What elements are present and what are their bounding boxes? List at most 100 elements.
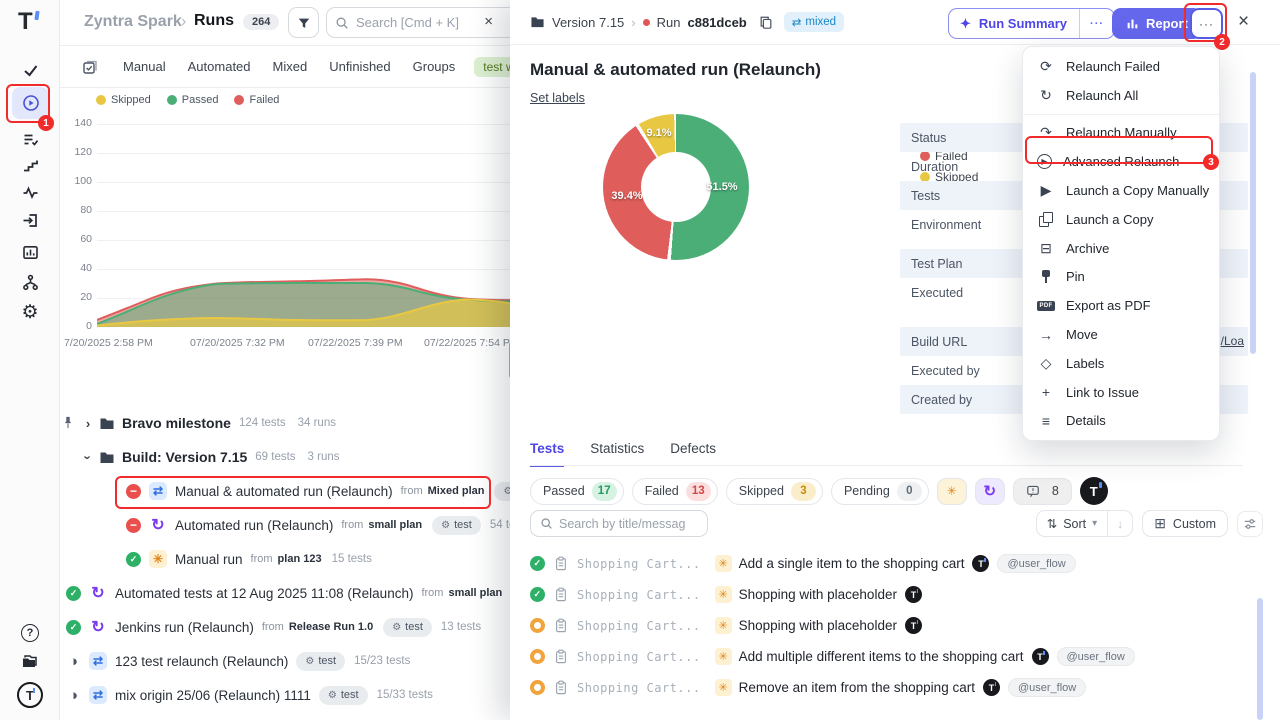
run-tab[interactable]: Defects: [670, 441, 717, 456]
automated-filter-chip[interactable]: ↻: [974, 477, 1005, 505]
sidebar-item-results[interactable]: [0, 131, 60, 148]
sort-button[interactable]: ⇅ Sort ▾ ↓: [1035, 510, 1134, 537]
runs-tab[interactable]: Unfinished: [329, 59, 391, 74]
status-filter-chip[interactable]: Passed 17: [530, 477, 624, 505]
plan-name[interactable]: small plan: [368, 519, 423, 531]
menu-item[interactable]: ▶ Launch a Copy Manually: [1023, 176, 1219, 205]
test-title[interactable]: Add a single item to the shopping cart: [738, 556, 965, 571]
menu-item[interactable]: Launch a Copy: [1023, 205, 1219, 234]
tree-row[interactable]: Jenkins run (Relaunch) from Release Run …: [60, 610, 515, 644]
breadcrumb-project[interactable]: Zyntra Spark: [84, 13, 182, 30]
plan-name[interactable]: small plan: [448, 587, 503, 599]
select-all-icon[interactable]: [82, 59, 98, 75]
search-clear-icon[interactable]: ×: [484, 13, 493, 30]
tests-search[interactable]: [530, 510, 708, 537]
test-title[interactable]: Shopping with placeholder: [738, 618, 897, 633]
menu-item[interactable]: ◇ Labels: [1023, 349, 1219, 378]
sidebar-item-projects[interactable]: [0, 652, 60, 670]
run-summary-more-button[interactable]: ···: [1079, 9, 1114, 38]
report-button[interactable]: Report: [1112, 8, 1202, 39]
sidebar-item-steps[interactable]: [0, 157, 60, 174]
menu-item[interactable]: ⟳ Relaunch Failed: [1023, 52, 1219, 81]
test-suite-name[interactable]: Shopping Cart...: [577, 587, 701, 602]
filter-button[interactable]: [288, 7, 319, 38]
menu-item[interactable]: ≡ Details: [1023, 407, 1219, 436]
global-search-input[interactable]: [356, 15, 515, 30]
test-suite-name[interactable]: Shopping Cart...: [577, 649, 701, 664]
run-tab[interactable]: Statistics: [590, 441, 645, 456]
test-suite-name[interactable]: Shopping Cart...: [577, 680, 701, 695]
chevron-icon[interactable]: ›: [85, 415, 91, 431]
tree-row-title[interactable]: Automated tests at 12 Aug 2025 11:08 (Re…: [115, 585, 414, 601]
set-labels-link[interactable]: Set labels: [530, 91, 585, 105]
app-logo[interactable]: T: [18, 8, 40, 36]
sidebar-item-pulse[interactable]: [0, 184, 60, 201]
plan-name[interactable]: Release Run 1.0: [288, 621, 374, 633]
sort-direction-button[interactable]: ↓: [1107, 511, 1132, 536]
tree-row-title[interactable]: 123 test relaunch (Relaunch): [115, 653, 289, 669]
test-label-chip[interactable]: @user_flow: [1056, 647, 1135, 666]
tree-row-title[interactable]: Build: Version 7.15: [122, 449, 248, 465]
menu-item[interactable]: ▶ Advanced Relaunch: [1023, 147, 1219, 176]
detail-scrollbar[interactable]: [1250, 72, 1256, 354]
test-label-chip[interactable]: @user_flow: [997, 554, 1076, 573]
menu-item[interactable]: → Move: [1023, 320, 1219, 349]
sidebar-item-branches[interactable]: [0, 274, 60, 291]
view-settings-button[interactable]: [1237, 510, 1263, 537]
test-row[interactable]: Shopping Cart... ✳ Shopping with placeho…: [530, 579, 1263, 610]
sidebar-item-todos[interactable]: [0, 62, 60, 79]
runs-tab[interactable]: Mixed: [272, 59, 308, 74]
tree-row[interactable]: mix origin 25/06 (Relaunch) 1111 ⚙test 1…: [60, 678, 515, 712]
run-tab[interactable]: Tests: [530, 441, 565, 467]
test-row[interactable]: Shopping Cart... ✳ Remove an item from t…: [530, 672, 1263, 703]
chevron-icon[interactable]: ›: [80, 454, 96, 460]
tree-row[interactable]: 123 test relaunch (Relaunch) ⚙test 15/23…: [60, 644, 515, 678]
sidebar-item-import[interactable]: [0, 212, 60, 229]
custom-columns-button[interactable]: ⊞ Custom: [1142, 510, 1228, 537]
run-summary-button[interactable]: ✦ Run Summary ···: [948, 8, 1116, 39]
tree-row-title[interactable]: Jenkins run (Relaunch): [115, 619, 254, 635]
more-actions-button[interactable]: ···: [1190, 8, 1223, 39]
sidebar-item-help[interactable]: ?: [0, 624, 60, 642]
menu-item[interactable]: ↻ Relaunch All: [1023, 81, 1219, 110]
plan-name[interactable]: plan 123: [277, 553, 322, 565]
runs-tab[interactable]: Manual: [123, 59, 166, 74]
runs-tab[interactable]: Groups: [412, 59, 456, 74]
menu-item[interactable]: ⊟ Archive: [1023, 234, 1219, 263]
test-row[interactable]: Shopping Cart... ✳ Add a single item to …: [530, 548, 1263, 579]
tree-row[interactable]: Automated tests at 12 Aug 2025 11:08 (Re…: [60, 576, 515, 610]
tree-row[interactable]: Automated run (Relaunch) from small plan…: [60, 508, 515, 542]
menu-item[interactable]: PDF Export as PDF: [1023, 291, 1219, 320]
sidebar-item-analytics[interactable]: [0, 244, 60, 261]
tree-row-title[interactable]: mix origin 25/06 (Relaunch) 1111: [115, 687, 311, 703]
test-tag-chip[interactable]: ⚙test: [318, 685, 368, 705]
manual-filter-chip[interactable]: ✳: [936, 477, 967, 505]
test-row[interactable]: Shopping Cart... ✳ Shopping with placeho…: [530, 610, 1263, 641]
status-filter-chip[interactable]: Skipped 3: [725, 477, 823, 505]
comments-filter-chip[interactable]: 8: [1012, 477, 1072, 505]
copy-icon[interactable]: [759, 15, 773, 30]
global-search[interactable]: [326, 7, 515, 38]
test-tag-chip[interactable]: ⚙test: [432, 515, 481, 535]
test-tag-chip[interactable]: ⚙test: [296, 651, 346, 671]
sidebar-item-settings[interactable]: ⚙: [0, 303, 60, 322]
test-title[interactable]: Remove an item from the shopping cart: [738, 680, 975, 695]
close-icon[interactable]: ×: [1238, 11, 1250, 32]
status-filter-chip[interactable]: Pending 0: [830, 477, 929, 505]
work-tag-chip[interactable]: test work: [474, 56, 515, 77]
tree-row[interactable]: › Bravo milestone ⚙ 124 tests 34 runs: [60, 406, 515, 440]
tree-row-title[interactable]: Manual & automated run (Relaunch): [175, 483, 393, 499]
breadcrumb-version[interactable]: Version 7.15: [552, 14, 625, 30]
test-label-chip[interactable]: @user_flow: [1007, 678, 1087, 697]
tree-row[interactable]: › Build: Version 7.15 ⚙ 69 tests 3 runs: [60, 440, 515, 474]
build-url-link[interactable]: /Loa: [1220, 334, 1244, 348]
test-suite-name[interactable]: Shopping Cart...: [577, 618, 701, 633]
test-title[interactable]: Shopping with placeholder: [738, 587, 897, 602]
assignee-avatar[interactable]: T: [1079, 477, 1108, 505]
tests-search-input[interactable]: [559, 516, 698, 531]
menu-item[interactable]: Pin: [1023, 263, 1219, 292]
test-title[interactable]: Add multiple different items to the shop…: [738, 649, 1024, 664]
menu-item[interactable]: ↷ Relaunch Manually: [1023, 119, 1219, 148]
test-suite-name[interactable]: Shopping Cart...: [577, 556, 701, 571]
tree-row[interactable]: Manual & automated run (Relaunch) from M…: [60, 474, 515, 508]
